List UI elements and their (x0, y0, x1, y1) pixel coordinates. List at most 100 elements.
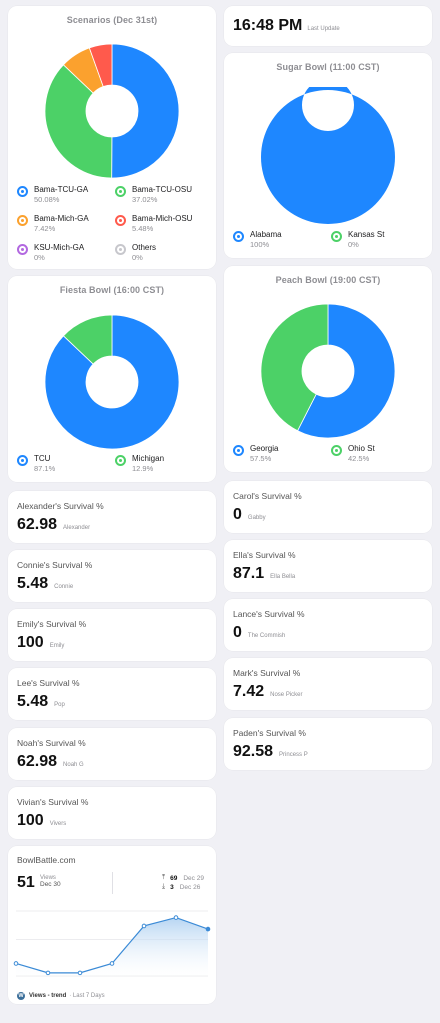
survival-card[interactable]: Emily's Survival % 100 Emily (8, 609, 216, 661)
survival-title: Alexander's Survival % (17, 501, 104, 511)
legend-dot-icon (17, 186, 28, 197)
views-label: Views (40, 875, 56, 881)
legend-item[interactable]: Georgia 57.5% (233, 444, 278, 464)
legend-name: Bama-TCU-OSU (132, 185, 193, 194)
survival-card[interactable]: Vivian's Survival % 100 Vivers (8, 787, 216, 839)
legend-name: TCU (34, 454, 51, 463)
legend-percent: 50.08% (34, 195, 60, 204)
trend-point[interactable] (13, 961, 19, 966)
donut-slice[interactable] (297, 303, 396, 439)
legend-dot-icon (17, 244, 28, 255)
update-time: 16:48 PM (233, 17, 303, 34)
survival-title: Connie's Survival % (17, 560, 93, 570)
legend-percent: 87.1% (34, 464, 56, 473)
legend-text: Alabama 100% (250, 230, 282, 250)
legend-item[interactable]: Ohio St 42.5% (331, 444, 375, 464)
survival-nickname: Noah G (63, 762, 84, 768)
survival-nickname: The Commish (247, 633, 286, 639)
survival-nickname: Princess P (279, 752, 308, 758)
survival-card[interactable]: Noah's Survival % 62.98 Noah G (8, 728, 216, 780)
low-date: Dec 26 (179, 883, 201, 891)
survival-title: Carol's Survival % (233, 491, 302, 501)
survival-value-row: 100 Vivers (17, 812, 66, 830)
legend-item[interactable]: Bama-TCU-GA 50.08% (17, 185, 88, 205)
peach-bowl-title: Peach Bowl (19:00 CST) (275, 275, 381, 285)
legend-item[interactable]: Kansas St 0% (331, 230, 384, 250)
survival-title: Lance's Survival % (233, 609, 305, 619)
footer-range: · Last 7 Days (69, 993, 105, 999)
legend-name: Kansas St (348, 230, 385, 239)
legend-item[interactable]: Bama-Mich-GA 7.42% (17, 214, 89, 234)
survival-value-row: 0 Gabby (233, 506, 266, 524)
survival-value: 87.1 (233, 565, 265, 582)
site-stats-card[interactable]: BowlBattle.com 51 Views Dec 30 ⤒ 69 Dec … (8, 846, 216, 1004)
footer-label: Views - trend (29, 993, 67, 999)
survival-nickname: Gabby (247, 515, 266, 521)
legend-dot-icon (331, 445, 342, 456)
legend-text: Bama-Mich-GA 7.42% (34, 214, 89, 234)
survival-value-row: 87.1 Ella Bella (233, 565, 295, 583)
legend-percent: 12.9% (132, 464, 154, 473)
legend-item[interactable]: TCU 87.1% (17, 454, 55, 474)
survival-title: Vivian's Survival % (17, 797, 89, 807)
legend-name: Bama-Mich-GA (34, 214, 89, 223)
donut-slice[interactable] (260, 303, 329, 432)
donut-slice[interactable] (261, 87, 395, 224)
survival-card[interactable]: Lance's Survival % 0 The Commish (224, 599, 432, 651)
trend-point[interactable] (77, 970, 83, 976)
legend-dot-icon (17, 215, 28, 226)
sugar-bowl-title: Sugar Bowl (11:00 CST) (276, 62, 380, 72)
arrow-down-icon: ⤓ (162, 883, 166, 890)
trend-point[interactable] (45, 970, 51, 976)
survival-card[interactable]: Alexander's Survival % 62.98 Alexander (8, 491, 216, 543)
legend-item[interactable]: Bama-TCU-OSU 37.02% (115, 185, 192, 205)
donut-slice[interactable] (62, 314, 113, 365)
last-update-card: 16:48 PM Last Update (224, 6, 432, 46)
survival-card[interactable]: Connie's Survival % 5.48 Connie (8, 550, 216, 602)
views-trend-chart (13, 910, 211, 977)
survival-value-row: 5.48 Pop (17, 693, 65, 711)
donut-slice[interactable] (44, 314, 180, 450)
time-row: 16:48 PM Last Update (233, 17, 340, 35)
legend-item[interactable]: KSU-Mich-GA 0% (17, 243, 84, 263)
trend-point[interactable] (173, 915, 179, 920)
survival-value-row: 0 The Commish (233, 624, 285, 642)
survival-value: 5.48 (17, 693, 49, 710)
survival-card[interactable]: Carol's Survival % 0 Gabby (224, 481, 432, 533)
trend-point[interactable] (109, 961, 115, 966)
donut-slice[interactable] (44, 64, 113, 179)
peach-bowl-legend: Georgia 57.5% Ohio St 42.5% (224, 444, 432, 470)
legend-item[interactable]: Others 0% (115, 243, 156, 263)
survival-card[interactable]: Ella's Survival % 87.1 Ella Bella (224, 540, 432, 592)
legend-item[interactable]: Michigan 12.9% (115, 454, 164, 474)
scenarios-title: Scenarios (Dec 31st) (66, 15, 158, 25)
sugar-bowl-card: Sugar Bowl (11:00 CST) Alabama 100% Kansas… (224, 53, 432, 258)
survival-value-row: 7.42 Nose Picker (233, 683, 302, 701)
stats-divider (112, 872, 113, 894)
wordpress-icon: W (17, 992, 25, 1000)
legend-text: Georgia 57.5% (250, 444, 278, 464)
trend-point-latest[interactable] (206, 927, 210, 932)
high-value: 69 (170, 874, 178, 882)
survival-card[interactable]: Mark's Survival % 7.42 Nose Picker (224, 658, 432, 710)
trend-point[interactable] (141, 923, 147, 929)
views-info: Views Dec 30 (40, 875, 61, 888)
survival-card[interactable]: Paden's Survival % 92.58 Princess P (224, 718, 432, 770)
donut-slice[interactable] (111, 43, 180, 179)
legend-percent: 0% (34, 253, 45, 262)
low-row: ⤓ 3 Dec 26 (162, 883, 200, 891)
legend-dot-icon (233, 231, 244, 242)
survival-value: 7.42 (233, 683, 265, 700)
survival-card[interactable]: Lee's Survival % 5.48 Pop (8, 668, 216, 720)
legend-percent: 37.02% (132, 195, 158, 204)
legend-item[interactable]: Bama-Mich-OSU 5.48% (115, 214, 192, 234)
legend-percent: 0% (348, 240, 359, 249)
survival-nickname: Nose Picker (270, 692, 303, 698)
survival-value-row: 92.58 Princess P (233, 743, 308, 761)
legend-item[interactable]: Alabama 100% (233, 230, 282, 250)
fiesta-bowl-card: Fiesta Bowl (16:00 CST) TCU 87.1% Michigan… (8, 276, 216, 482)
survival-nickname: Vivers (49, 821, 67, 827)
survival-value-row: 62.98 Alexander (17, 516, 90, 534)
survival-value: 0 (233, 506, 242, 523)
donut-slice[interactable] (88, 43, 113, 88)
